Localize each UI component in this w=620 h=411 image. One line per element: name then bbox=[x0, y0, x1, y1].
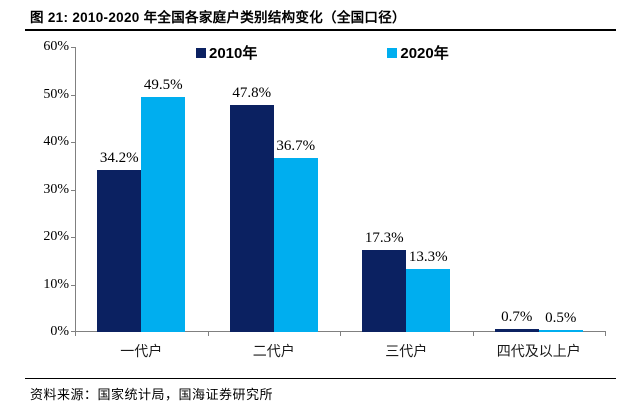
x-axis-tick bbox=[207, 332, 209, 336]
x-axis-tick bbox=[472, 332, 474, 336]
bar-value-label: 0.7% bbox=[501, 308, 533, 325]
x-axis-category-label: 四代及以上户 bbox=[496, 345, 581, 360]
y-axis-tick-label: 20% bbox=[43, 229, 69, 244]
y-axis-tick bbox=[71, 94, 75, 96]
bar-value-label: 0.5% bbox=[545, 309, 577, 326]
legend-label: 2020年 bbox=[400, 45, 449, 62]
y-axis-tick-label: 60% bbox=[43, 39, 69, 54]
x-axis-line bbox=[75, 331, 606, 332]
legend-label: 2010年 bbox=[209, 45, 258, 62]
y-axis-line bbox=[75, 47, 76, 332]
chart-legend: 2010年 2020年 bbox=[196, 42, 449, 63]
legend-entry-2010: 2010年 bbox=[196, 42, 257, 63]
bar-series1-cat0 bbox=[141, 96, 186, 332]
bar-value-label: 47.8% bbox=[232, 84, 272, 101]
y-axis-tick-label: 10% bbox=[43, 276, 69, 292]
y-axis-tick-label: 40% bbox=[43, 134, 69, 149]
bar-value-label: 34.2% bbox=[99, 149, 139, 166]
bar-series0-cat2 bbox=[362, 249, 407, 332]
bar-series0-cat0 bbox=[97, 169, 142, 332]
bar-series1-cat3 bbox=[538, 329, 583, 332]
bar-value-label: 17.3% bbox=[364, 229, 404, 246]
title-divider bbox=[25, 29, 616, 31]
bar-value-label: 49.5% bbox=[143, 76, 183, 93]
bar-value-label: 13.3% bbox=[408, 248, 448, 265]
x-axis-tick bbox=[75, 332, 76, 336]
y-axis-tick-label: 50% bbox=[43, 86, 69, 102]
bar-series1-cat2 bbox=[406, 268, 451, 332]
source-note: 资料来源：国家统计局，国海证券研究所 bbox=[30, 387, 274, 402]
y-axis-tick bbox=[71, 47, 75, 48]
bar-series0-cat3 bbox=[494, 328, 539, 332]
legend-swatch-icon bbox=[387, 47, 398, 58]
footer-divider bbox=[25, 378, 616, 379]
y-axis-tick bbox=[71, 189, 75, 191]
y-axis-tick bbox=[71, 284, 75, 286]
legend-entry-2020: 2020年 bbox=[387, 42, 449, 63]
y-axis-tick-label: 0% bbox=[50, 324, 69, 339]
bar-chart-plot-area: 0% 10% 20% 30% 40% 50% 60% 34.2% 49.5% 一代户 47.8% 36… bbox=[43, 39, 606, 360]
bar-series1-cat1 bbox=[273, 157, 318, 332]
y-axis-tick-label: 30% bbox=[43, 181, 69, 197]
x-axis-tick bbox=[605, 332, 606, 336]
bar-value-label: 36.7% bbox=[276, 137, 316, 154]
bar-series0-cat1 bbox=[229, 104, 274, 332]
figure-title: 图 21: 2010-2020 年全国各家庭户类别结构变化（全国口径） bbox=[30, 10, 406, 25]
y-axis-tick bbox=[71, 142, 75, 143]
x-axis-category-label: 一代户 bbox=[120, 345, 163, 360]
y-axis-tick bbox=[71, 331, 75, 332]
x-axis-category-label: 二代户 bbox=[252, 345, 295, 360]
x-axis-tick bbox=[340, 332, 341, 336]
y-axis-tick bbox=[71, 237, 75, 238]
x-axis-category-label: 三代户 bbox=[385, 345, 428, 360]
legend-swatch-icon bbox=[196, 47, 206, 58]
